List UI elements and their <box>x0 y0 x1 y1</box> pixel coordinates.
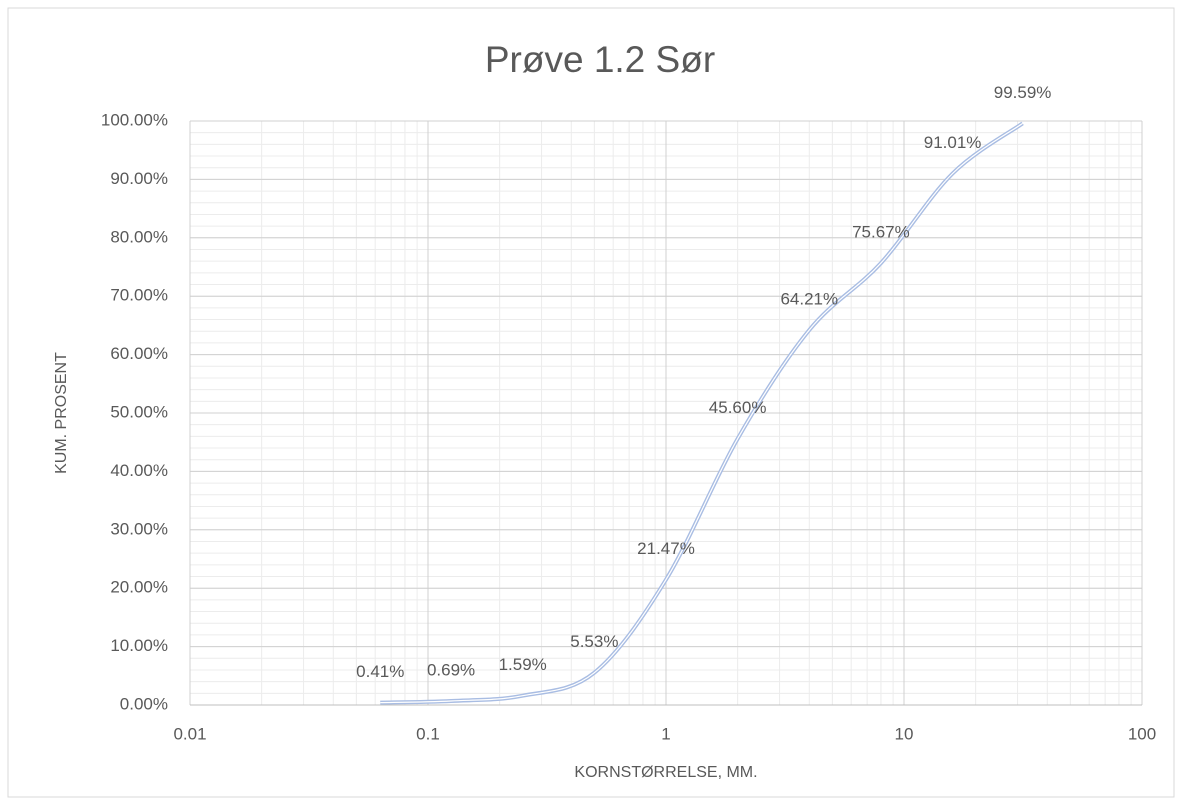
y-tick-label: 60.00% <box>110 344 168 363</box>
plot <box>380 121 1024 705</box>
grid <box>189 120 1143 706</box>
data-label: 1.59% <box>499 655 547 674</box>
data-label: 75.67% <box>852 223 910 242</box>
data-label: 64.21% <box>780 289 838 308</box>
x-tick-label: 10 <box>895 724 914 743</box>
y-tick-label: 50.00% <box>110 402 168 421</box>
y-tick-label: 0.00% <box>120 694 168 713</box>
y-tick-label: 70.00% <box>110 286 168 305</box>
y-tick-label: 20.00% <box>110 578 168 597</box>
data-label: 91.01% <box>924 133 982 152</box>
data-label: 21.47% <box>637 539 695 558</box>
y-tick-label: 30.00% <box>110 519 168 538</box>
line <box>380 122 1023 704</box>
chart-title: Prøve 1.2 Sør <box>485 39 715 80</box>
data-label: 99.59% <box>994 83 1052 102</box>
x-tick-label: 0.01 <box>173 724 206 743</box>
chart-frame <box>7 7 1175 798</box>
data-label: 45.60% <box>709 398 767 417</box>
y-tick-label: 90.00% <box>110 169 168 188</box>
x-tick-label: 100 <box>1128 724 1156 743</box>
x-tick-label: 0.1 <box>416 724 440 743</box>
y-tick-label: 80.00% <box>110 227 168 246</box>
y-tick-label: 100.00% <box>101 110 168 129</box>
y-tick-label: 40.00% <box>110 461 168 480</box>
x-tick-label: 1 <box>661 724 670 743</box>
y-axis-title: KUM. PROSENT <box>53 352 70 474</box>
data-label: 0.69% <box>427 660 475 679</box>
x-axis-title: KORNSTØRRELSE, MM. <box>574 764 757 781</box>
data-label: 0.41% <box>356 662 404 681</box>
y-tick-label: 10.00% <box>110 636 168 655</box>
data-label: 5.53% <box>570 632 618 651</box>
